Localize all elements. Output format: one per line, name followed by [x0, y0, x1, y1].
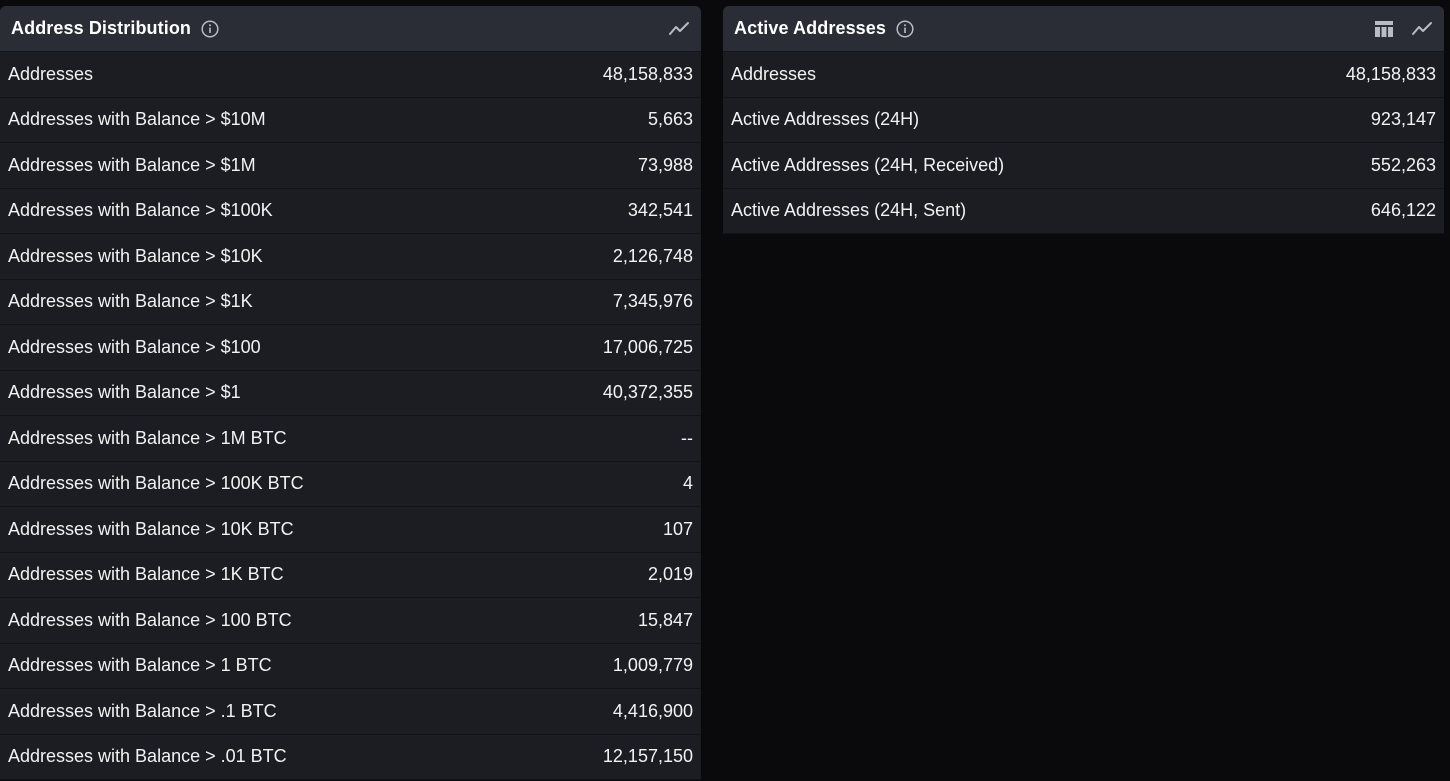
panel-title: Address Distribution [11, 18, 192, 38]
row-label: Active Addresses (24H) [731, 109, 920, 130]
table-row: Addresses with Balance > $1K 7,345,976 [0, 279, 701, 325]
row-value: -- [681, 427, 693, 448]
row-label: Addresses with Balance > 100 BTC [8, 609, 292, 630]
panel-header: Address Distribution [0, 6, 701, 52]
table-row: Addresses with Balance > 10K BTC 107 [0, 507, 701, 553]
row-label: Addresses with Balance > $1K [8, 291, 253, 312]
row-value: 2,019 [647, 564, 693, 585]
row-value: 1,009,779 [612, 655, 693, 676]
row-label: Addresses with Balance > .1 BTC [8, 700, 277, 721]
row-label: Addresses with Balance > 100K BTC [8, 473, 304, 494]
table-row: Addresses with Balance > $100K 342,541 [0, 188, 701, 234]
active-addresses-list: Addresses 48,158,833 Active Addresses (24H… [723, 52, 1444, 234]
row-label: Addresses with Balance > $100 [8, 336, 261, 357]
row-value: 12,157,150 [602, 746, 693, 767]
row-value: 923,147 [1370, 109, 1436, 130]
row-label: Addresses with Balance > $10M [8, 109, 266, 130]
line-chart-icon[interactable] [1411, 18, 1433, 40]
row-label: Addresses [8, 63, 94, 84]
row-label: Addresses with Balance > $100K [8, 200, 273, 221]
table-icon[interactable] [1373, 18, 1395, 40]
row-value: 48,158,833 [1345, 63, 1436, 84]
row-label: Active Addresses (24H, Sent) [731, 200, 967, 221]
table-row: Addresses with Balance > .1 BTC 4,416,900 [0, 689, 701, 735]
row-label: Addresses with Balance > $1M [8, 154, 256, 175]
row-value: 4 [682, 473, 693, 494]
row-value: 73,988 [637, 154, 693, 175]
table-row: Active Addresses (24H, Received) 552,263 [723, 143, 1444, 189]
table-row: Addresses with Balance > .01 BTC 12,157,1… [0, 734, 701, 780]
line-chart-icon[interactable] [668, 18, 690, 40]
table-row: Addresses with Balance > 1M BTC -- [0, 416, 701, 462]
info-icon[interactable] [896, 19, 914, 38]
row-value: 40,372,355 [602, 382, 693, 403]
row-label: Addresses with Balance > $10K [8, 245, 263, 266]
active-addresses-panel: Active Addresses [723, 6, 1444, 234]
table-row: Addresses with Balance > 100 BTC 15,847 [0, 598, 701, 644]
row-label: Active Addresses (24H, Received) [731, 154, 1005, 175]
header-actions [668, 18, 690, 40]
table-row: Addresses 48,158,833 [0, 52, 701, 98]
row-value: 17,006,725 [602, 336, 693, 357]
row-value: 2,126,748 [612, 245, 693, 266]
row-value: 4,416,900 [612, 700, 693, 721]
row-label: Addresses with Balance > 1K BTC [8, 564, 284, 585]
table-row: Addresses with Balance > $10M 5,663 [0, 97, 701, 143]
table-row: Active Addresses (24H) 923,147 [723, 97, 1444, 143]
row-label: Addresses with Balance > 1 BTC [8, 655, 272, 676]
row-value: 646,122 [1370, 200, 1436, 221]
table-row: Addresses with Balance > $1M 73,988 [0, 143, 701, 189]
row-value: 342,541 [627, 200, 693, 221]
table-row: Addresses with Balance > 1K BTC 2,019 [0, 552, 701, 598]
row-label: Addresses with Balance > $1 [8, 382, 241, 403]
panel-header: Active Addresses [723, 6, 1444, 52]
panel-title: Active Addresses [734, 18, 887, 38]
row-label: Addresses [731, 63, 817, 84]
address-distribution-panel: Address Distribution Addresses 48,158,833… [0, 6, 701, 780]
table-row: Addresses with Balance > $100 17,006,725 [0, 325, 701, 371]
row-label: Addresses with Balance > 10K BTC [8, 518, 294, 539]
row-value: 552,263 [1370, 154, 1436, 175]
table-row: Addresses with Balance > $1 40,372,355 [0, 370, 701, 416]
row-value: 7,345,976 [612, 291, 693, 312]
table-row: Addresses with Balance > $10K 2,126,748 [0, 234, 701, 280]
address-distribution-list: Addresses 48,158,833 Addresses with Balanc… [0, 52, 701, 780]
table-row: Addresses with Balance > 100K BTC 4 [0, 461, 701, 507]
row-value: 107 [662, 518, 693, 539]
header-actions [1373, 18, 1433, 40]
row-label: Addresses with Balance > 1M BTC [8, 427, 287, 448]
table-row: Addresses with Balance > 1 BTC 1,009,779 [0, 643, 701, 689]
table-row: Active Addresses (24H, Sent) 646,122 [723, 188, 1444, 234]
row-value: 15,847 [637, 609, 693, 630]
row-value: 5,663 [647, 109, 693, 130]
row-label: Addresses with Balance > .01 BTC [8, 746, 287, 767]
row-value: 48,158,833 [602, 63, 693, 84]
info-icon[interactable] [201, 19, 219, 38]
table-row: Addresses 48,158,833 [723, 52, 1444, 98]
